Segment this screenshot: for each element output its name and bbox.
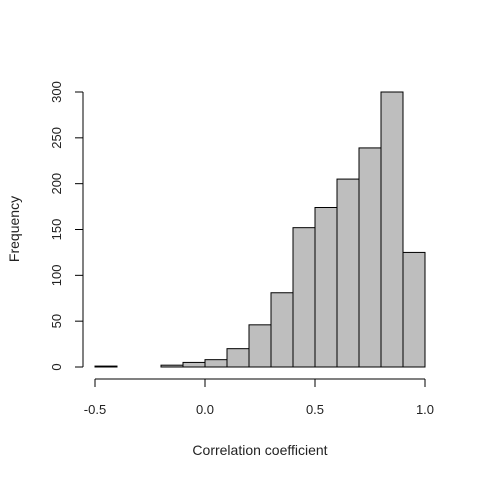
histogram-bar-8 bbox=[270, 292, 294, 368]
x-axis-title: Correlation coefficient bbox=[192, 442, 327, 458]
y-tick-label: 100 bbox=[49, 264, 64, 286]
histogram-bar-12 bbox=[358, 147, 382, 368]
y-tick-label: 200 bbox=[49, 173, 64, 195]
x-axis: -0.5 0.0 0.5 1.0 bbox=[84, 378, 434, 417]
histogram-bar-13 bbox=[380, 91, 404, 368]
histogram-bar-9 bbox=[292, 227, 316, 368]
histogram-bar-5 bbox=[204, 359, 228, 368]
histogram-bar-4 bbox=[182, 361, 206, 368]
x-tick-label: 1.0 bbox=[416, 402, 434, 417]
x-tick-label: 0.5 bbox=[306, 402, 324, 417]
histogram-bar-6 bbox=[226, 348, 250, 368]
histogram-bar-14 bbox=[402, 251, 426, 368]
histogram-bar-3 bbox=[160, 364, 184, 368]
y-tick-label: 150 bbox=[49, 219, 64, 241]
histogram-bar-0 bbox=[94, 365, 118, 368]
histogram-bar-7 bbox=[248, 324, 272, 368]
histogram-bar-10 bbox=[314, 207, 338, 368]
y-axis-title: Frequency bbox=[6, 196, 22, 262]
histogram-bar-11 bbox=[336, 178, 360, 368]
x-tick-label: -0.5 bbox=[84, 402, 106, 417]
x-tick-label: 0.0 bbox=[196, 402, 214, 417]
bars-group bbox=[94, 91, 426, 368]
y-tick-label: 0 bbox=[49, 363, 64, 370]
y-tick-label: 250 bbox=[49, 127, 64, 149]
y-tick-label: 50 bbox=[49, 314, 64, 328]
y-axis: 0 50 100 150 200 250 300 bbox=[49, 81, 84, 371]
y-tick-label: 300 bbox=[49, 81, 64, 103]
